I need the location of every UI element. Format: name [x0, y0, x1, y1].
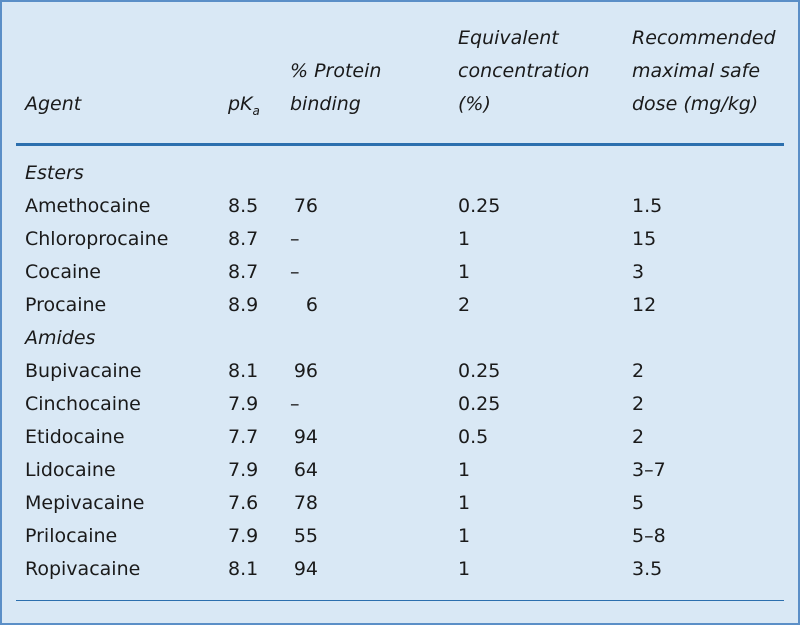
data-cell: 1 [458, 459, 471, 481]
data-cell: 94 [293, 426, 318, 448]
data-cell: – [290, 261, 300, 283]
header-cell: dose (mg/kg) [632, 93, 759, 115]
data-cell: 15 [632, 228, 657, 250]
data-cell: 2 [632, 426, 645, 448]
data-cell: 1 [458, 558, 471, 580]
header-cell: pKa [228, 88, 260, 128]
data-cell: 5 [632, 492, 645, 514]
data-cell: 0.5 [458, 426, 489, 448]
header-cell: (%) [458, 93, 491, 115]
data-cell: 5–8 [632, 525, 666, 547]
data-cell: 8.5 [228, 195, 259, 217]
data-cell: 64 [293, 459, 318, 481]
data-cell: 7.9 [228, 393, 259, 415]
data-cell: 3 [632, 261, 645, 283]
header-text: pK [228, 93, 253, 115]
data-cell: 1 [458, 228, 471, 250]
agent-name: Prilocaine [25, 525, 118, 547]
data-cell: 2 [632, 393, 645, 415]
agent-name: Ropivacaine [25, 558, 141, 580]
data-cell: 8.1 [228, 360, 259, 382]
data-cell: 12 [632, 294, 657, 316]
data-cell: 55 [293, 525, 318, 547]
header-cell: % Protein [290, 60, 382, 82]
agent-name: Chloroprocaine [25, 228, 169, 250]
agent-name: Mepivacaine [25, 492, 145, 514]
data-cell: 94 [293, 558, 318, 580]
data-cell: – [290, 228, 300, 250]
data-cell: 1 [458, 261, 471, 283]
data-cell: 0.25 [458, 360, 501, 382]
data-cell: 7.9 [228, 459, 259, 481]
agent-name: Lidocaine [25, 459, 116, 481]
header-cell: Equivalent [458, 27, 559, 49]
data-cell: 7.7 [228, 426, 259, 448]
data-cell: 6 [305, 294, 318, 316]
data-cell: 78 [293, 492, 318, 514]
agent-name: Cocaine [25, 261, 101, 283]
data-cell: 8.9 [228, 294, 259, 316]
agent-name: Etidocaine [25, 426, 125, 448]
data-cell: 1 [458, 492, 471, 514]
header-cell: binding [290, 93, 361, 115]
data-cell: 8.7 [228, 228, 259, 250]
header-subscript: a [252, 103, 260, 118]
data-cell: 0.25 [458, 195, 501, 217]
data-cell: – [290, 393, 300, 415]
bottom-rule [16, 600, 784, 601]
header-cell: Recommended [632, 27, 776, 49]
data-cell: 2 [632, 360, 645, 382]
header-cell: Agent [25, 93, 82, 115]
group-label: Amides [25, 327, 96, 349]
data-cell: 8.1 [228, 558, 259, 580]
header-cell: concentration [458, 60, 590, 82]
data-cell: 1.5 [632, 195, 663, 217]
data-cell: 0.25 [458, 393, 501, 415]
group-label: Esters [25, 162, 84, 184]
data-cell: 7.6 [228, 492, 259, 514]
agent-name: Cinchocaine [25, 393, 141, 415]
data-cell: 7.9 [228, 525, 259, 547]
agent-name: Amethocaine [25, 195, 151, 217]
data-cell: 1 [458, 525, 471, 547]
header-cell: maximal safe [632, 60, 761, 82]
data-cell: 96 [293, 360, 318, 382]
data-cell: 8.7 [228, 261, 259, 283]
data-cell: 2 [458, 294, 471, 316]
agent-name: Bupivacaine [25, 360, 142, 382]
header-rule [16, 143, 784, 146]
data-cell: 76 [293, 195, 318, 217]
data-cell: 3–7 [632, 459, 666, 481]
data-cell: 3.5 [632, 558, 663, 580]
agent-name: Procaine [25, 294, 107, 316]
